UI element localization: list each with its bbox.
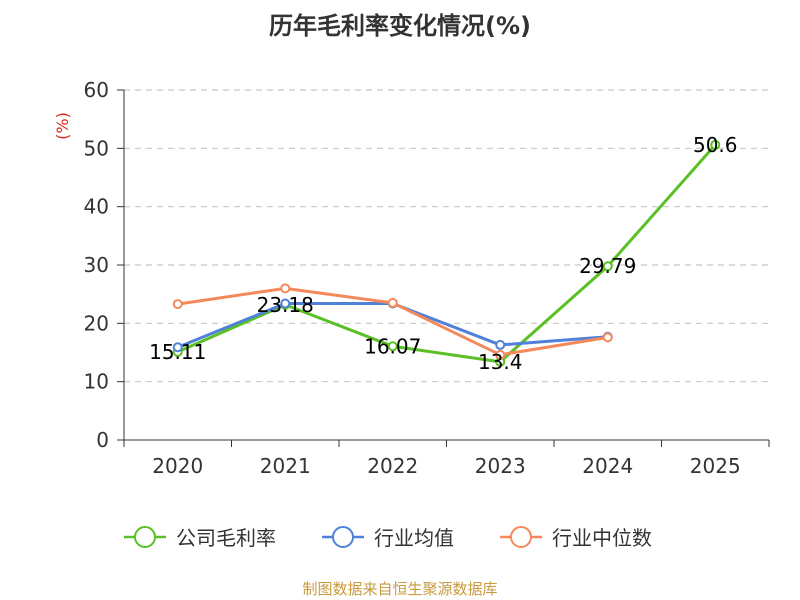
data-point[interactable]	[387, 297, 398, 308]
chart-title: 历年毛利率变化情况(%)	[269, 12, 531, 40]
legend-item-1[interactable]: 行业均值	[322, 526, 454, 550]
y-tick-label: 60	[84, 78, 109, 102]
y-tick-label: 50	[84, 136, 109, 160]
y-tick-label: 30	[84, 253, 109, 277]
legend-marker	[510, 526, 532, 548]
source-note: 制图数据来自恒生聚源数据库	[302, 580, 497, 598]
data-label: 16.07	[364, 334, 421, 358]
x-tick-label: 2020	[152, 454, 203, 478]
y-tick-label: 0	[96, 428, 109, 452]
legend-item-2[interactable]: 行业中位数	[500, 526, 652, 550]
x-tick-label: 2024	[582, 454, 633, 478]
data-label: 50.6	[693, 133, 738, 157]
y-tick-label: 40	[84, 195, 109, 219]
legend[interactable]: 公司毛利率 行业均值 行业中位数	[124, 526, 652, 550]
data-point[interactable]	[280, 283, 291, 294]
data-point[interactable]	[280, 298, 291, 309]
data-label: 13.4	[478, 350, 523, 374]
legend-label: 行业中位数	[552, 526, 652, 550]
data-point[interactable]	[710, 139, 721, 150]
legend-item-0[interactable]: 公司毛利率	[124, 526, 276, 550]
data-label: 29.79	[579, 254, 636, 278]
data-point[interactable]	[602, 332, 613, 343]
x-tick-labels: 2020 2021 2022 2023 2024 2025	[152, 454, 740, 478]
y-axis-label: (%)	[53, 112, 72, 140]
data-labels: 15.11 23.18 16.07 13.4 29.79 50.6	[149, 133, 737, 374]
data-point[interactable]	[172, 342, 183, 353]
data-point[interactable]	[495, 339, 506, 350]
data-label: 23.18	[257, 293, 314, 317]
legend-label: 公司毛利率	[176, 526, 276, 550]
data-point[interactable]	[172, 299, 183, 310]
y-tick-labels: 0 10 20 30 40 50 60	[84, 78, 109, 452]
data-point[interactable]	[387, 341, 398, 352]
y-tick-label: 10	[84, 370, 109, 394]
legend-marker	[332, 526, 354, 548]
data-point[interactable]	[602, 261, 613, 272]
grid-lines	[124, 89, 769, 383]
x-tick-label: 2021	[260, 454, 311, 478]
legend-label: 行业均值	[374, 526, 454, 550]
data-point[interactable]	[495, 349, 506, 360]
y-tick-label: 20	[84, 311, 109, 335]
data-label: 15.11	[149, 340, 206, 364]
legend-marker	[134, 526, 156, 548]
x-tick-label: 2023	[475, 454, 526, 478]
x-tick-label: 2025	[690, 454, 741, 478]
x-tick-label: 2022	[367, 454, 418, 478]
series-lines	[172, 139, 721, 367]
axes	[117, 89, 770, 447]
series-line-0	[177, 143, 717, 364]
